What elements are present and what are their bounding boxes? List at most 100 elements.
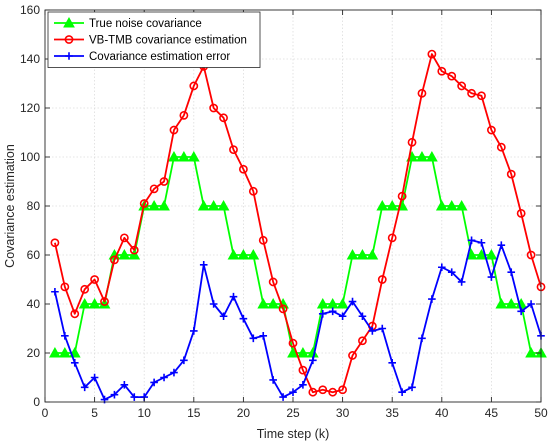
axis-ticks: 0 5 10 15 20 25 30 35 40 45 50 0 20 40 60 80 100 120 140 16… — [20, 3, 548, 420]
data-point — [388, 359, 396, 367]
data-point — [447, 71, 457, 81]
series-2 — [50, 49, 546, 397]
data-point — [248, 186, 258, 196]
data-point — [526, 250, 536, 260]
series-3 — [51, 236, 545, 404]
data-point — [377, 275, 387, 284]
y-tick-label: 0 — [33, 395, 40, 409]
data-point — [60, 282, 70, 292]
data-point — [110, 255, 119, 265]
data-point — [90, 275, 99, 284]
y-tick-label: 80 — [27, 199, 41, 213]
x-tick-label: 40 — [435, 406, 449, 420]
data-point — [426, 150, 438, 162]
data-point — [180, 356, 188, 365]
data-point — [416, 150, 428, 162]
legend-swatch-marker — [65, 52, 73, 60]
data-point — [318, 310, 327, 318]
data-point — [267, 297, 280, 309]
data-point — [328, 307, 337, 316]
y-tick-label: 40 — [27, 297, 41, 311]
data-point — [408, 383, 416, 392]
legend-label: True noise covariance — [89, 18, 202, 30]
data-point — [506, 169, 516, 179]
data-point — [358, 312, 367, 321]
legend-swatch-marker — [64, 35, 74, 44]
x-tick-label: 10 — [138, 406, 152, 420]
data-point — [397, 191, 407, 201]
data-point — [356, 248, 369, 260]
data-point — [376, 199, 389, 211]
data-point — [80, 284, 90, 294]
data-point — [249, 334, 258, 343]
data-point — [328, 387, 338, 397]
data-point — [70, 359, 79, 367]
data-point — [288, 338, 298, 348]
data-point — [130, 393, 139, 401]
data-point — [158, 199, 170, 211]
data-point — [358, 336, 367, 346]
data-point — [187, 150, 200, 162]
data-point — [487, 273, 496, 281]
legend-swatch-marker — [63, 16, 75, 28]
data-point — [139, 199, 149, 208]
data-point — [118, 248, 131, 260]
data-point — [237, 248, 250, 260]
data-point — [457, 278, 466, 286]
data-point — [199, 261, 208, 269]
data-point — [179, 110, 189, 120]
data-point — [467, 88, 476, 98]
data-point — [269, 376, 277, 384]
data-point — [486, 125, 496, 135]
data-point — [477, 91, 486, 101]
data-point — [219, 312, 228, 321]
data-point — [88, 297, 101, 309]
data-point — [428, 295, 436, 303]
data-point — [259, 332, 268, 340]
data-point — [527, 300, 535, 308]
series-line — [54, 239, 542, 401]
data-point — [467, 236, 476, 245]
y-tick-label: 60 — [27, 248, 41, 262]
data-point — [90, 373, 99, 382]
data-point — [496, 142, 506, 152]
data-point — [168, 150, 180, 162]
data-point — [239, 314, 248, 323]
x-tick-label: 45 — [485, 406, 499, 420]
data-point — [209, 103, 219, 113]
data-point — [338, 312, 347, 321]
grid — [45, 10, 541, 402]
data-point — [417, 88, 427, 98]
data-point — [119, 233, 129, 243]
data-point — [247, 248, 260, 260]
x-tick-label: 30 — [336, 406, 350, 420]
x-tick-label: 50 — [534, 406, 548, 420]
data-point — [229, 145, 238, 155]
series-1 — [49, 150, 547, 358]
data-point — [129, 245, 139, 255]
data-point — [190, 327, 198, 335]
legend-item: Covariance estimation error — [54, 51, 230, 63]
y-tick-label: 120 — [20, 101, 40, 115]
legend-item: True noise covariance — [54, 16, 202, 30]
legend-item: VB-TMB covariance estimation — [54, 35, 247, 47]
data-point — [299, 381, 307, 389]
data-point — [507, 268, 516, 276]
data-point — [289, 388, 297, 396]
x-tick-label: 15 — [187, 406, 201, 420]
data-point — [447, 268, 456, 276]
data-point — [110, 390, 119, 399]
data-point — [309, 356, 317, 365]
data-point — [268, 277, 278, 287]
data-point — [525, 346, 537, 358]
y-tick-label: 20 — [27, 346, 41, 360]
data-point — [438, 263, 446, 272]
data-point — [386, 199, 399, 211]
data-point — [435, 199, 448, 211]
data-point — [61, 332, 69, 340]
data-point — [50, 238, 60, 248]
data-point — [279, 393, 287, 401]
data-point — [348, 297, 357, 306]
data-point — [170, 368, 178, 377]
